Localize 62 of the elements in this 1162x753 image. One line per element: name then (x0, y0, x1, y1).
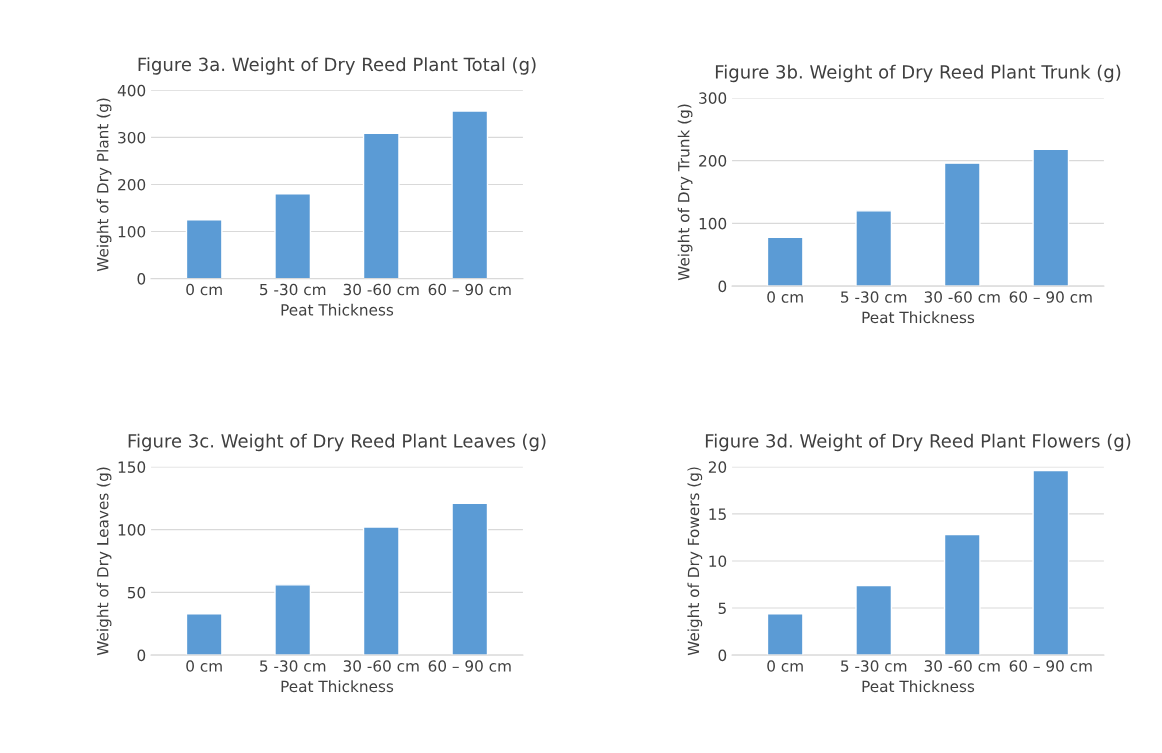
x-tick-label: 0 cm (767, 291, 803, 303)
x-tick-label: 60 – 90 cm (428, 660, 511, 672)
x-axis-title: Peat Thickness (862, 311, 975, 324)
y-tick-label: 15 (709, 508, 726, 520)
y-tick-label: 400 (117, 84, 146, 97)
y-tick-label: 50 (127, 586, 146, 599)
bar (943, 162, 981, 287)
y-axis-title: Weight of Dry Trunk (g) (677, 104, 693, 281)
x-tick-label: 5 -30 cm (841, 660, 907, 672)
bar (274, 193, 312, 279)
chart-title: Figure 3b. Weight of Dry Reed Plant Trunk (g) (715, 64, 1121, 83)
bar (1032, 469, 1070, 656)
y-tick-label: 100 (699, 217, 727, 230)
bar (855, 584, 893, 656)
x-tick-label: 30 -60 cm (924, 660, 1000, 672)
bar (362, 132, 400, 279)
bar (185, 219, 223, 279)
bar (855, 210, 893, 287)
chart-title: Figure 3c. Weight of Dry Reed Plant Leaves (g) (128, 433, 546, 452)
bar (274, 584, 312, 656)
bar (451, 502, 489, 656)
x-tick-label: 5 -30 cm (260, 283, 326, 296)
x-tick-label: 60 – 90 cm (1009, 660, 1092, 672)
x-tick-label: 30 -60 cm (343, 283, 419, 296)
bar (1032, 148, 1070, 287)
x-tick-label: 30 -60 cm (924, 291, 1000, 303)
y-tick-label: 0 (137, 649, 146, 662)
y-tick-label: 200 (699, 155, 727, 167)
y-tick-label: 5 (718, 602, 726, 615)
x-axis-title: Peat Thickness (281, 303, 394, 316)
x-tick-label: 5 -30 cm (260, 660, 326, 672)
bar (766, 613, 804, 656)
x-axis-title: Peat Thickness (281, 680, 394, 693)
x-tick-label: 0 cm (186, 283, 222, 296)
y-tick-label: 150 (118, 461, 146, 473)
x-tick-label: 0 cm (186, 660, 222, 672)
y-tick-label: 100 (118, 524, 146, 536)
bar (943, 533, 981, 656)
x-tick-label: 60 – 90 cm (1009, 291, 1092, 303)
y-tick-label: 10 (709, 555, 727, 568)
y-tick-label: 0 (718, 649, 727, 662)
x-tick-label: 60 – 90 cm (428, 283, 511, 296)
y-tick-label: 200 (118, 178, 146, 191)
x-tick-label: 5 -30 cm (841, 291, 907, 303)
y-tick-label: 300 (118, 131, 146, 144)
y-tick-label: 300 (699, 92, 727, 104)
bar (185, 613, 223, 656)
bar (362, 526, 400, 656)
y-axis-title: Weight of Dry Plant (g) (96, 98, 112, 272)
x-axis-title: Peat Thickness (862, 680, 975, 693)
y-tick-label: 20 (708, 461, 727, 473)
y-tick-label: 100 (118, 226, 146, 238)
bar (451, 110, 489, 279)
y-axis-title: Weight of Dry Leaves (g) (96, 467, 112, 656)
x-tick-label: 0 cm (767, 660, 803, 672)
bar (766, 236, 804, 287)
y-axis-title: Weight of Dry Fowers (g) (687, 467, 703, 656)
x-tick-label: 30 -60 cm (343, 660, 419, 672)
chart-title: Figure 3a. Weight of Dry Reed Plant Total (g) (138, 57, 536, 75)
chart-title: Figure 3d. Weight of Dry Reed Plant Flowers (g) (705, 433, 1131, 452)
y-tick-label: 0 (137, 273, 146, 285)
y-tick-label: 0 (718, 280, 727, 293)
